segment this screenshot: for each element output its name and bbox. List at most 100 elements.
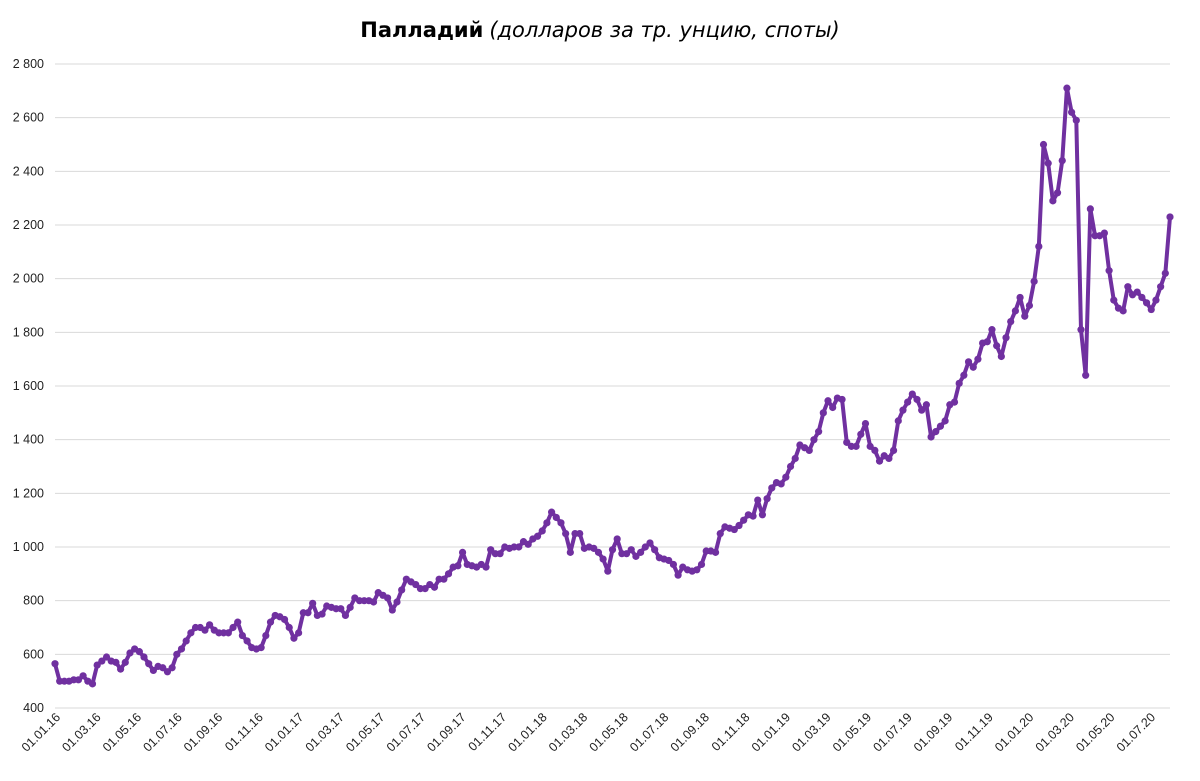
data-point [899,406,907,414]
data-point [243,637,251,645]
data-point [1030,277,1038,285]
y-tick-label: 800 [23,594,44,608]
data-point [922,401,930,409]
data-point [1039,140,1048,149]
y-axis-ticks: 400 600 800 1 000 1 200 1 400 1 600 1 800 2 000 2… [13,57,44,715]
data-point [88,680,97,688]
data-point [444,570,453,578]
data-point [538,527,546,535]
data-point [1138,293,1146,302]
data-point [955,379,963,387]
data-point [969,363,977,371]
data-point [791,454,799,463]
data-point [651,546,659,554]
data-point [777,480,785,488]
data-point [1058,157,1066,165]
data-point [1007,318,1015,326]
data-point [482,563,490,571]
data-point [566,548,574,556]
data-point [74,676,83,684]
x-tick-label: 01.09.19 [911,710,955,754]
data-point [1157,283,1165,291]
data-point [145,660,153,668]
data-point [487,546,495,554]
x-tick-label: 01.07.16 [140,710,184,754]
data-point [515,543,523,551]
data-point [1119,307,1127,315]
data-point [285,623,293,632]
data-point [1035,242,1043,251]
x-tick-label: 01.01.20 [992,710,1036,754]
data-point [594,548,603,556]
data-point [135,648,143,656]
data-point [182,637,190,645]
data-point [187,629,195,637]
data-point [1142,299,1151,307]
data-point [735,521,743,530]
data-point [496,550,504,558]
data-point [524,540,532,548]
data-point [1100,229,1109,237]
data-point [786,462,795,471]
data-point [177,645,186,653]
data-point [393,598,401,606]
data-point [871,446,879,454]
data-point [1124,283,1132,291]
data-point [458,548,467,556]
y-tick-label: 1 800 [13,325,44,339]
data-point [1147,305,1155,314]
x-tick-label: 01.05.19 [830,710,874,754]
data-point [262,631,270,640]
x-tick-label: 01.03.19 [789,710,833,754]
data-point [908,390,916,398]
data-point [936,422,945,430]
data-point [604,567,612,575]
data-point [622,550,631,558]
y-tick-label: 2 000 [13,272,44,286]
data-point [1105,267,1113,275]
y-tick-label: 2 600 [13,111,44,125]
data-point [857,430,865,438]
data-point [674,571,682,579]
data-point [852,442,860,450]
x-tick-label: 01.05.18 [587,710,631,754]
data-point [960,371,968,379]
data-point [1049,197,1057,205]
data-point [318,610,326,618]
data-point [758,511,767,519]
data-point [1063,84,1071,92]
data-point [280,615,289,624]
data-point [665,556,673,565]
series-palladium [51,84,1174,688]
data-point [815,428,823,436]
data-point [1021,312,1029,320]
data-point [885,454,893,463]
data-point [229,623,237,632]
y-tick-label: 2 400 [13,164,44,178]
x-tick-label: 01.11.16 [222,710,266,754]
data-point [697,560,706,569]
data-point [824,397,832,405]
y-tick-label: 2 800 [13,57,44,71]
data-point [337,605,345,613]
data-point [384,594,392,602]
data-point [304,609,312,617]
data-point [398,586,406,594]
data-point [913,395,921,404]
data-point [168,664,176,672]
x-tick-label: 01.07.17 [384,710,428,754]
data-point [562,529,570,538]
x-tick-label: 01.05.16 [100,710,144,754]
data-point [126,649,134,657]
data-point [1072,116,1080,124]
x-tick-label: 01.07.18 [627,710,671,754]
data-point [266,618,275,626]
x-tick-label: 01.09.17 [424,710,468,754]
x-tick-label: 01.07.19 [870,710,914,754]
data-point [669,560,678,569]
data-point [843,438,851,446]
data-point [740,516,748,524]
data-point [646,539,654,547]
data-point [754,496,762,504]
data-point [904,398,912,406]
